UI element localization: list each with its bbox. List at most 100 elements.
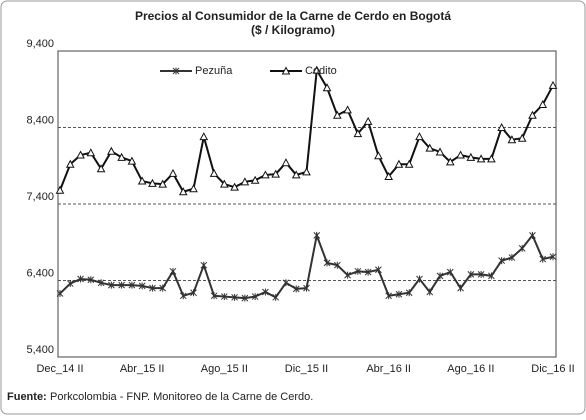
data-point (291, 170, 301, 179)
data-point (189, 184, 198, 193)
data-point (507, 135, 517, 144)
data-point (426, 288, 434, 296)
data-point (172, 67, 180, 75)
data-point (363, 116, 373, 125)
data-point (65, 159, 75, 168)
x-tick-label: Ago_16 II (447, 363, 494, 375)
chart-subtitle: ($ / Kilogramo) (251, 23, 335, 37)
data-point (538, 99, 548, 109)
data-point (517, 133, 527, 142)
data-point (456, 150, 465, 159)
data-point (323, 259, 331, 267)
source-text: Porkcolombia - FNP. Monitoreo de la Carn… (50, 391, 313, 403)
x-tick-label: Abr_15 II (120, 363, 165, 375)
data-point (457, 284, 464, 292)
data-point (159, 284, 167, 292)
y-tick-label: 9,400 (26, 38, 54, 50)
data-point (199, 132, 209, 141)
data-point (169, 267, 177, 275)
data-point (528, 110, 537, 119)
data-point (55, 185, 65, 194)
data-point (436, 272, 444, 280)
data-point (435, 147, 445, 156)
data-point (272, 293, 280, 301)
data-point (333, 261, 341, 269)
data-point (445, 157, 455, 166)
data-point (241, 294, 249, 302)
plot-frame (57, 50, 557, 358)
data-point (466, 152, 476, 161)
data-point (77, 275, 84, 283)
y-tick-label: 6,400 (26, 267, 54, 279)
legend-label: Pezuña (195, 65, 233, 77)
data-point (138, 282, 146, 290)
data-point (498, 257, 505, 265)
data-point (127, 156, 137, 165)
data-point (240, 177, 250, 186)
data-point (416, 275, 423, 283)
data-point (219, 179, 229, 188)
data-point (96, 164, 106, 173)
data-point (415, 132, 424, 141)
data-point (549, 253, 557, 261)
data-point (190, 289, 197, 297)
data-point (312, 65, 322, 74)
y-tick-label: 7,400 (26, 191, 54, 203)
data-point (374, 151, 383, 160)
x-tick-label: Dic_16 II (531, 363, 574, 375)
data-point (395, 290, 403, 298)
data-point (302, 167, 311, 176)
data-point (179, 292, 187, 300)
data-point (148, 178, 157, 187)
data-point (548, 80, 558, 89)
data-point (539, 255, 547, 263)
data-point (209, 168, 219, 177)
data-point (231, 293, 238, 301)
x-tick-label: Ago_15 II (201, 363, 248, 375)
data-point (251, 293, 259, 301)
data-point (343, 105, 352, 114)
data-point (250, 175, 260, 184)
data-point (281, 66, 291, 75)
data-point (128, 281, 136, 289)
y-tick-label: 5,400 (26, 344, 54, 356)
source-label: Fuente: (7, 391, 47, 403)
data-point (394, 159, 404, 168)
x-tick-label: Abr_16 II (366, 363, 411, 375)
data-point (332, 110, 342, 119)
data-point (518, 244, 526, 252)
data-point (487, 154, 496, 163)
data-point (281, 158, 291, 167)
data-point (220, 293, 228, 301)
data-point (354, 267, 362, 275)
data-point (261, 170, 270, 179)
data-point (230, 182, 239, 191)
data-point (56, 290, 64, 298)
data-point (488, 272, 495, 280)
data-point (344, 271, 351, 279)
data-point (425, 143, 435, 152)
data-point (210, 292, 218, 300)
data-point (364, 268, 372, 276)
data-point (86, 148, 96, 157)
data-point (292, 285, 300, 293)
data-point (271, 169, 281, 178)
data-point (137, 176, 147, 185)
chart-title: Precios al Consumidor de la Carne de Cer… (135, 9, 451, 23)
data-point (87, 276, 95, 284)
data-point (476, 154, 486, 163)
data-point (117, 152, 126, 161)
data-point (404, 159, 414, 168)
data-point (508, 254, 516, 262)
data-point (313, 231, 321, 239)
data-point (108, 281, 115, 289)
data-point (529, 231, 536, 239)
data-point (467, 270, 475, 278)
data-point (303, 284, 310, 292)
data-point (149, 284, 156, 292)
data-point (385, 292, 393, 300)
data-point (200, 261, 208, 269)
legend-label: Codito (305, 65, 337, 77)
